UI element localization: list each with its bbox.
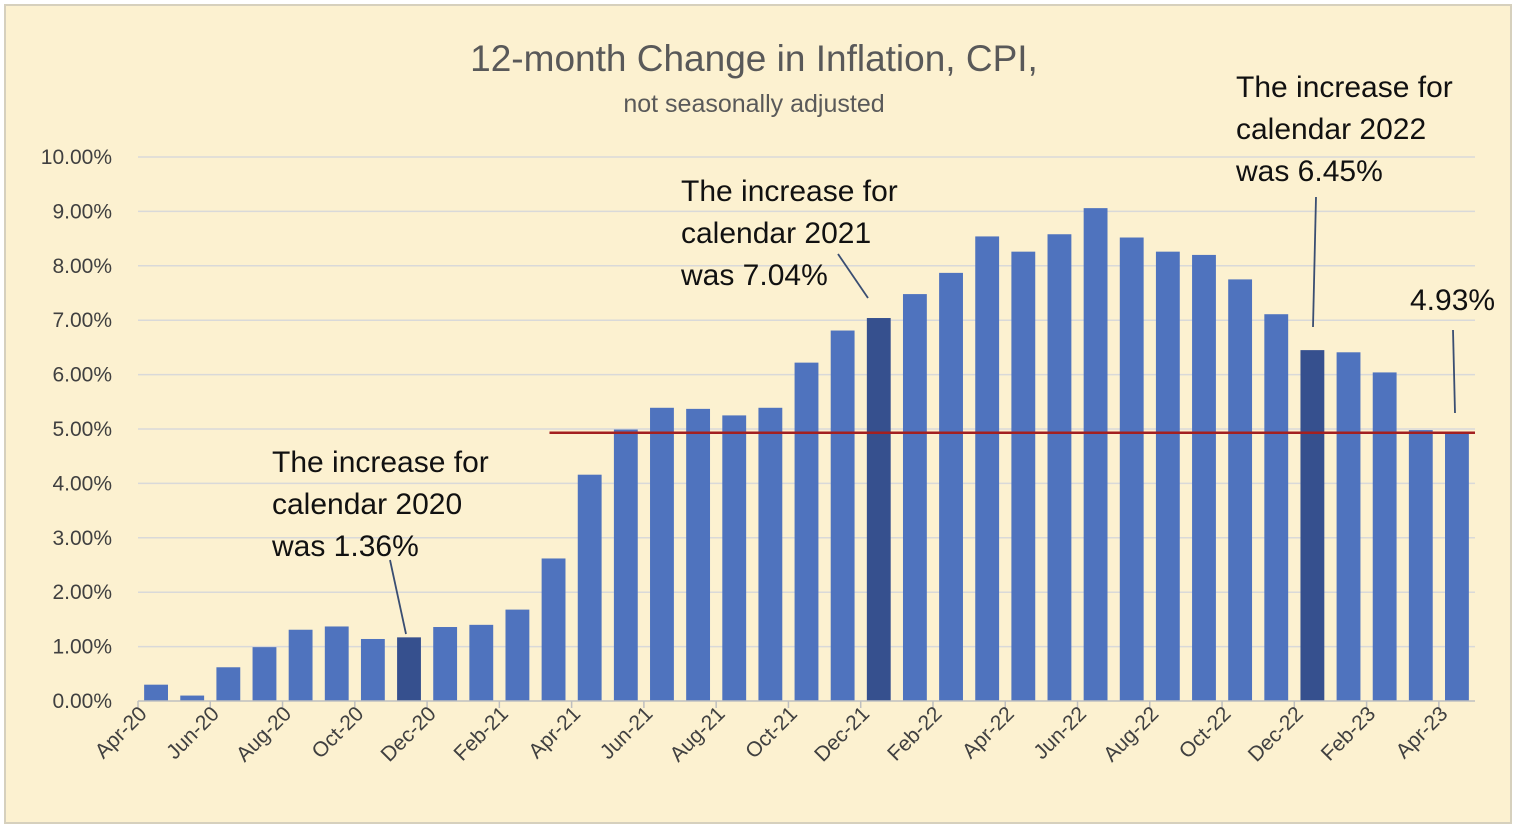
x-tick-label: Apr-21	[524, 702, 585, 763]
annotation-text: 4.93%	[1410, 284, 1495, 317]
bar-nov-22	[1264, 314, 1289, 701]
annotation-leader-line	[837, 253, 869, 299]
x-tick-label: Apr-22	[958, 702, 1019, 763]
x-tick-label: Oct-21	[741, 702, 802, 763]
x-tick-label: Apr-23	[1392, 702, 1453, 763]
bar-jan-21	[469, 624, 494, 701]
annotation-leader-line	[1312, 196, 1317, 328]
chart-title: 12-month Change in Inflation, CPI,	[470, 38, 1038, 79]
bar-apr-20	[144, 684, 168, 701]
bar-apr-22	[1011, 251, 1036, 701]
annotation-line: was 6.45%	[1235, 155, 1383, 188]
annotation-line: 4.93%	[1410, 284, 1495, 317]
x-tick-label: Oct-22	[1175, 702, 1236, 763]
annotation-line: The increase for	[681, 175, 898, 208]
bar-jul-22	[1119, 237, 1144, 701]
bar-apr-21	[577, 474, 602, 701]
annotation-text: The increase for calendar 2021 was 7.04%	[680, 175, 898, 292]
annotation-line: calendar 2020	[272, 488, 462, 521]
bar-mar-23	[1408, 430, 1433, 701]
x-tick-label: Aug-21	[666, 702, 730, 766]
annotation-leader-line	[1452, 329, 1456, 414]
bar-jul-21	[686, 408, 711, 701]
x-tick-label: Jun-22	[1029, 702, 1091, 764]
bar-jun-22	[1083, 208, 1108, 702]
bar-oct-21	[794, 362, 819, 701]
y-tick-label: 2.00%	[52, 581, 112, 604]
y-tick-label: 9.00%	[52, 200, 112, 223]
x-tick-label: Dec-21	[810, 702, 874, 766]
bar-jul-20	[252, 647, 277, 701]
x-tick-label: Aug-20	[232, 702, 296, 766]
x-tick-label: Aug-22	[1099, 702, 1163, 766]
bar-nov-21	[830, 330, 855, 701]
bar-apr-23	[1445, 432, 1469, 701]
bar-aug-20	[288, 629, 313, 701]
bar-feb-21	[505, 609, 530, 701]
x-tick-label: Jun-21	[596, 702, 658, 764]
x-tick-label: Dec-20	[376, 702, 440, 766]
bar-jan-23	[1336, 352, 1361, 701]
bar-may-21	[613, 429, 638, 701]
bar-sep-20	[324, 626, 349, 701]
bar-jan-22	[902, 294, 927, 701]
x-tick-label: Dec-22	[1244, 702, 1308, 766]
y-tick-label: 1.00%	[52, 636, 112, 659]
bar-aug-22	[1155, 251, 1180, 701]
annotation-line: was 7.04%	[680, 259, 828, 292]
bar-may-20	[180, 695, 205, 701]
bar-dec-20	[433, 627, 458, 701]
x-tick-label: Feb-21	[450, 702, 513, 765]
y-tick-label: 7.00%	[52, 309, 112, 332]
bar-jun-20	[216, 667, 241, 701]
y-tick-label: 8.00%	[52, 255, 112, 278]
annotation-line: calendar 2021	[681, 217, 871, 250]
y-tick-label: 0.00%	[52, 690, 112, 713]
annotation-text: The increase for calendar 2020 was 1.36%	[271, 446, 489, 563]
annotation-leader-line	[389, 559, 407, 635]
bar-sep-22	[1192, 254, 1216, 702]
annotation-line: was 1.36%	[271, 530, 419, 563]
y-tick-label: 5.00%	[52, 418, 112, 441]
bar-feb-22	[939, 272, 963, 701]
bar-mar-22	[975, 236, 1000, 701]
bar-mar-21	[541, 558, 566, 701]
bar-may-22	[1047, 234, 1072, 702]
x-tick-label: Feb-22	[883, 702, 946, 765]
bar-jun-21	[650, 407, 674, 701]
annotation-line: calendar 2022	[1236, 113, 1426, 146]
y-tick-label: 10.00%	[41, 146, 112, 169]
chart-subtitle: not seasonally adjusted	[623, 90, 885, 118]
x-tick-label: Feb-23	[1317, 702, 1380, 765]
bar-dec-21	[866, 318, 891, 701]
x-tick-label: Jun-20	[162, 702, 224, 764]
bar-oct-20	[360, 638, 385, 701]
y-tick-label: 3.00%	[52, 527, 112, 550]
bar-feb-23	[1372, 372, 1397, 701]
annotation-line: The increase for	[1236, 71, 1453, 104]
bar-sep-21	[758, 407, 783, 701]
x-tick-label: Oct-20	[308, 702, 369, 763]
bar-oct-22	[1228, 279, 1253, 701]
y-tick-label: 6.00%	[52, 364, 112, 387]
bar-dec-22	[1300, 350, 1325, 701]
bar-nov-20	[397, 637, 421, 701]
annotation-line: The increase for	[272, 446, 489, 479]
annotation-text: The increase for calendar 2022 was 6.45%	[1235, 71, 1453, 188]
y-tick-label: 4.00%	[52, 472, 112, 495]
bar-aug-21	[722, 415, 747, 701]
